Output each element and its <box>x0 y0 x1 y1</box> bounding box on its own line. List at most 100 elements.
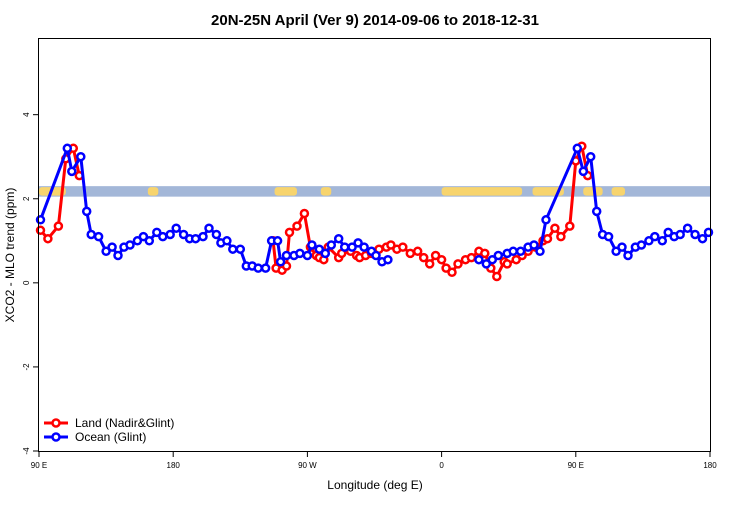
data-point <box>386 240 396 250</box>
data-point <box>86 229 96 240</box>
land-patch <box>611 187 626 196</box>
data-point <box>474 254 484 265</box>
data-point <box>76 151 86 162</box>
data-point <box>412 246 423 257</box>
plot-frame <box>38 38 711 452</box>
data-point <box>211 229 222 240</box>
data-point <box>441 263 451 273</box>
data-point <box>682 223 693 233</box>
data-point <box>347 242 357 252</box>
data-point <box>480 248 490 259</box>
data-point <box>81 206 92 217</box>
data-point <box>529 240 539 250</box>
legend-marker <box>51 418 61 428</box>
map-band <box>39 186 710 197</box>
data-point <box>515 246 526 257</box>
series-ocean <box>35 143 714 273</box>
data-point <box>295 248 305 259</box>
data-point <box>178 229 189 240</box>
data-point <box>436 254 447 265</box>
data-point <box>253 263 263 273</box>
data-point <box>272 236 283 246</box>
data-point <box>675 229 685 240</box>
data-point <box>697 233 708 244</box>
data-point <box>657 236 668 246</box>
data-point <box>144 236 155 246</box>
data-point <box>353 238 363 248</box>
data-point <box>132 236 143 246</box>
data-point <box>493 250 504 261</box>
data-point <box>235 244 246 254</box>
data-point <box>424 259 435 269</box>
data-point <box>466 252 477 263</box>
data-point <box>359 242 369 252</box>
data-point <box>663 227 673 238</box>
series-layer <box>35 141 714 282</box>
data-point <box>67 166 77 177</box>
data-point <box>333 233 344 244</box>
data-point <box>307 240 317 250</box>
series-line <box>39 146 389 270</box>
x-tick-label: 180 <box>703 461 717 470</box>
data-point <box>281 250 292 261</box>
data-point <box>138 231 149 242</box>
data-point <box>556 231 566 242</box>
data-point <box>508 246 518 257</box>
data-point <box>447 267 457 278</box>
data-point <box>281 261 292 271</box>
data-point <box>644 236 654 246</box>
data-point <box>565 221 575 231</box>
data-point <box>550 223 560 233</box>
land-patch <box>320 187 332 196</box>
data-point <box>603 231 614 242</box>
data-point <box>572 143 583 154</box>
data-point <box>371 250 381 261</box>
x-axis-label: Longitude (deg E) <box>327 478 422 492</box>
legend: Land (Nadir&Glint)Ocean (Glint) <box>44 416 174 444</box>
data-point <box>292 221 302 231</box>
x-tick-label: 90 E <box>31 461 47 470</box>
data-point <box>383 254 393 265</box>
data-point <box>623 250 633 261</box>
land-patch <box>441 187 523 196</box>
data-point <box>502 259 512 269</box>
data-point <box>511 254 521 265</box>
ocean-band <box>39 186 710 197</box>
data-point <box>53 221 64 231</box>
data-point <box>62 143 73 154</box>
data-point <box>492 271 502 282</box>
data-point <box>228 244 238 254</box>
y-tick-label: 0 <box>22 280 31 285</box>
x-tick-label: 0 <box>439 461 444 470</box>
data-point <box>578 166 589 177</box>
data-point <box>107 242 117 252</box>
x-tick-label: 180 <box>167 461 181 470</box>
data-point <box>222 236 232 246</box>
data-point <box>260 263 271 273</box>
data-point <box>152 227 162 238</box>
land-patch <box>583 187 603 196</box>
y-axis-label: XCO2 - MLO trend (ppm) <box>3 188 17 323</box>
data-point <box>339 242 350 252</box>
data-point <box>299 208 310 219</box>
data-point <box>158 231 168 242</box>
data-point <box>326 240 337 250</box>
data-point <box>320 248 331 259</box>
data-point <box>487 254 498 265</box>
y-tick-label: -4 <box>22 447 31 455</box>
data-point <box>535 246 545 257</box>
data-point <box>481 259 492 269</box>
land-patch <box>274 187 297 196</box>
data-point <box>190 233 201 244</box>
data-point <box>405 248 416 259</box>
legend-label: Land (Nadir&Glint) <box>75 416 174 430</box>
y-tick-label: 4 <box>22 112 31 117</box>
data-point <box>617 242 627 252</box>
data-point <box>113 250 123 261</box>
data-point <box>43 233 53 244</box>
land-patch <box>147 187 159 196</box>
data-point <box>636 240 647 250</box>
data-point <box>204 223 214 233</box>
